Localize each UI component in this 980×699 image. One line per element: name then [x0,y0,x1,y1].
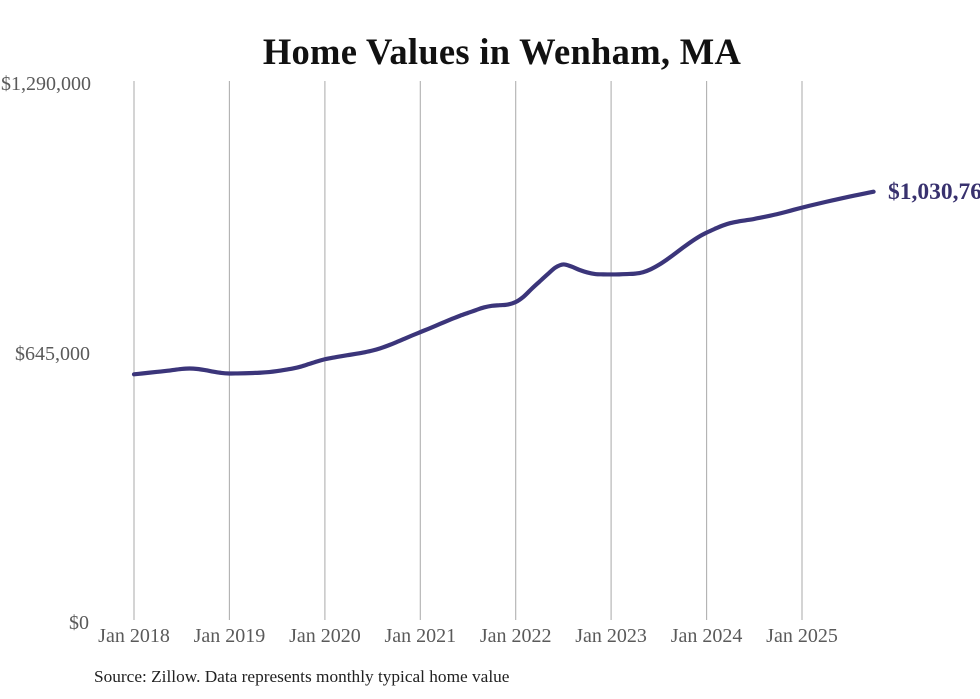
svg-text:$1,030,768: $1,030,768 [888,179,980,205]
svg-text:Jan 2024: Jan 2024 [671,625,743,647]
svg-text:Jan 2018: Jan 2018 [98,625,170,647]
svg-text:$0: $0 [69,612,89,634]
svg-text:$1,290,000: $1,290,000 [1,73,91,95]
svg-text:Jan 2025: Jan 2025 [766,625,838,647]
svg-text:Jan 2019: Jan 2019 [194,625,266,647]
svg-text:$645,000: $645,000 [15,343,90,365]
svg-text:Jan 2023: Jan 2023 [575,625,647,647]
svg-text:Jan 2022: Jan 2022 [480,625,552,647]
svg-text:Jan 2021: Jan 2021 [384,625,456,647]
svg-text:Jan 2020: Jan 2020 [289,625,361,647]
